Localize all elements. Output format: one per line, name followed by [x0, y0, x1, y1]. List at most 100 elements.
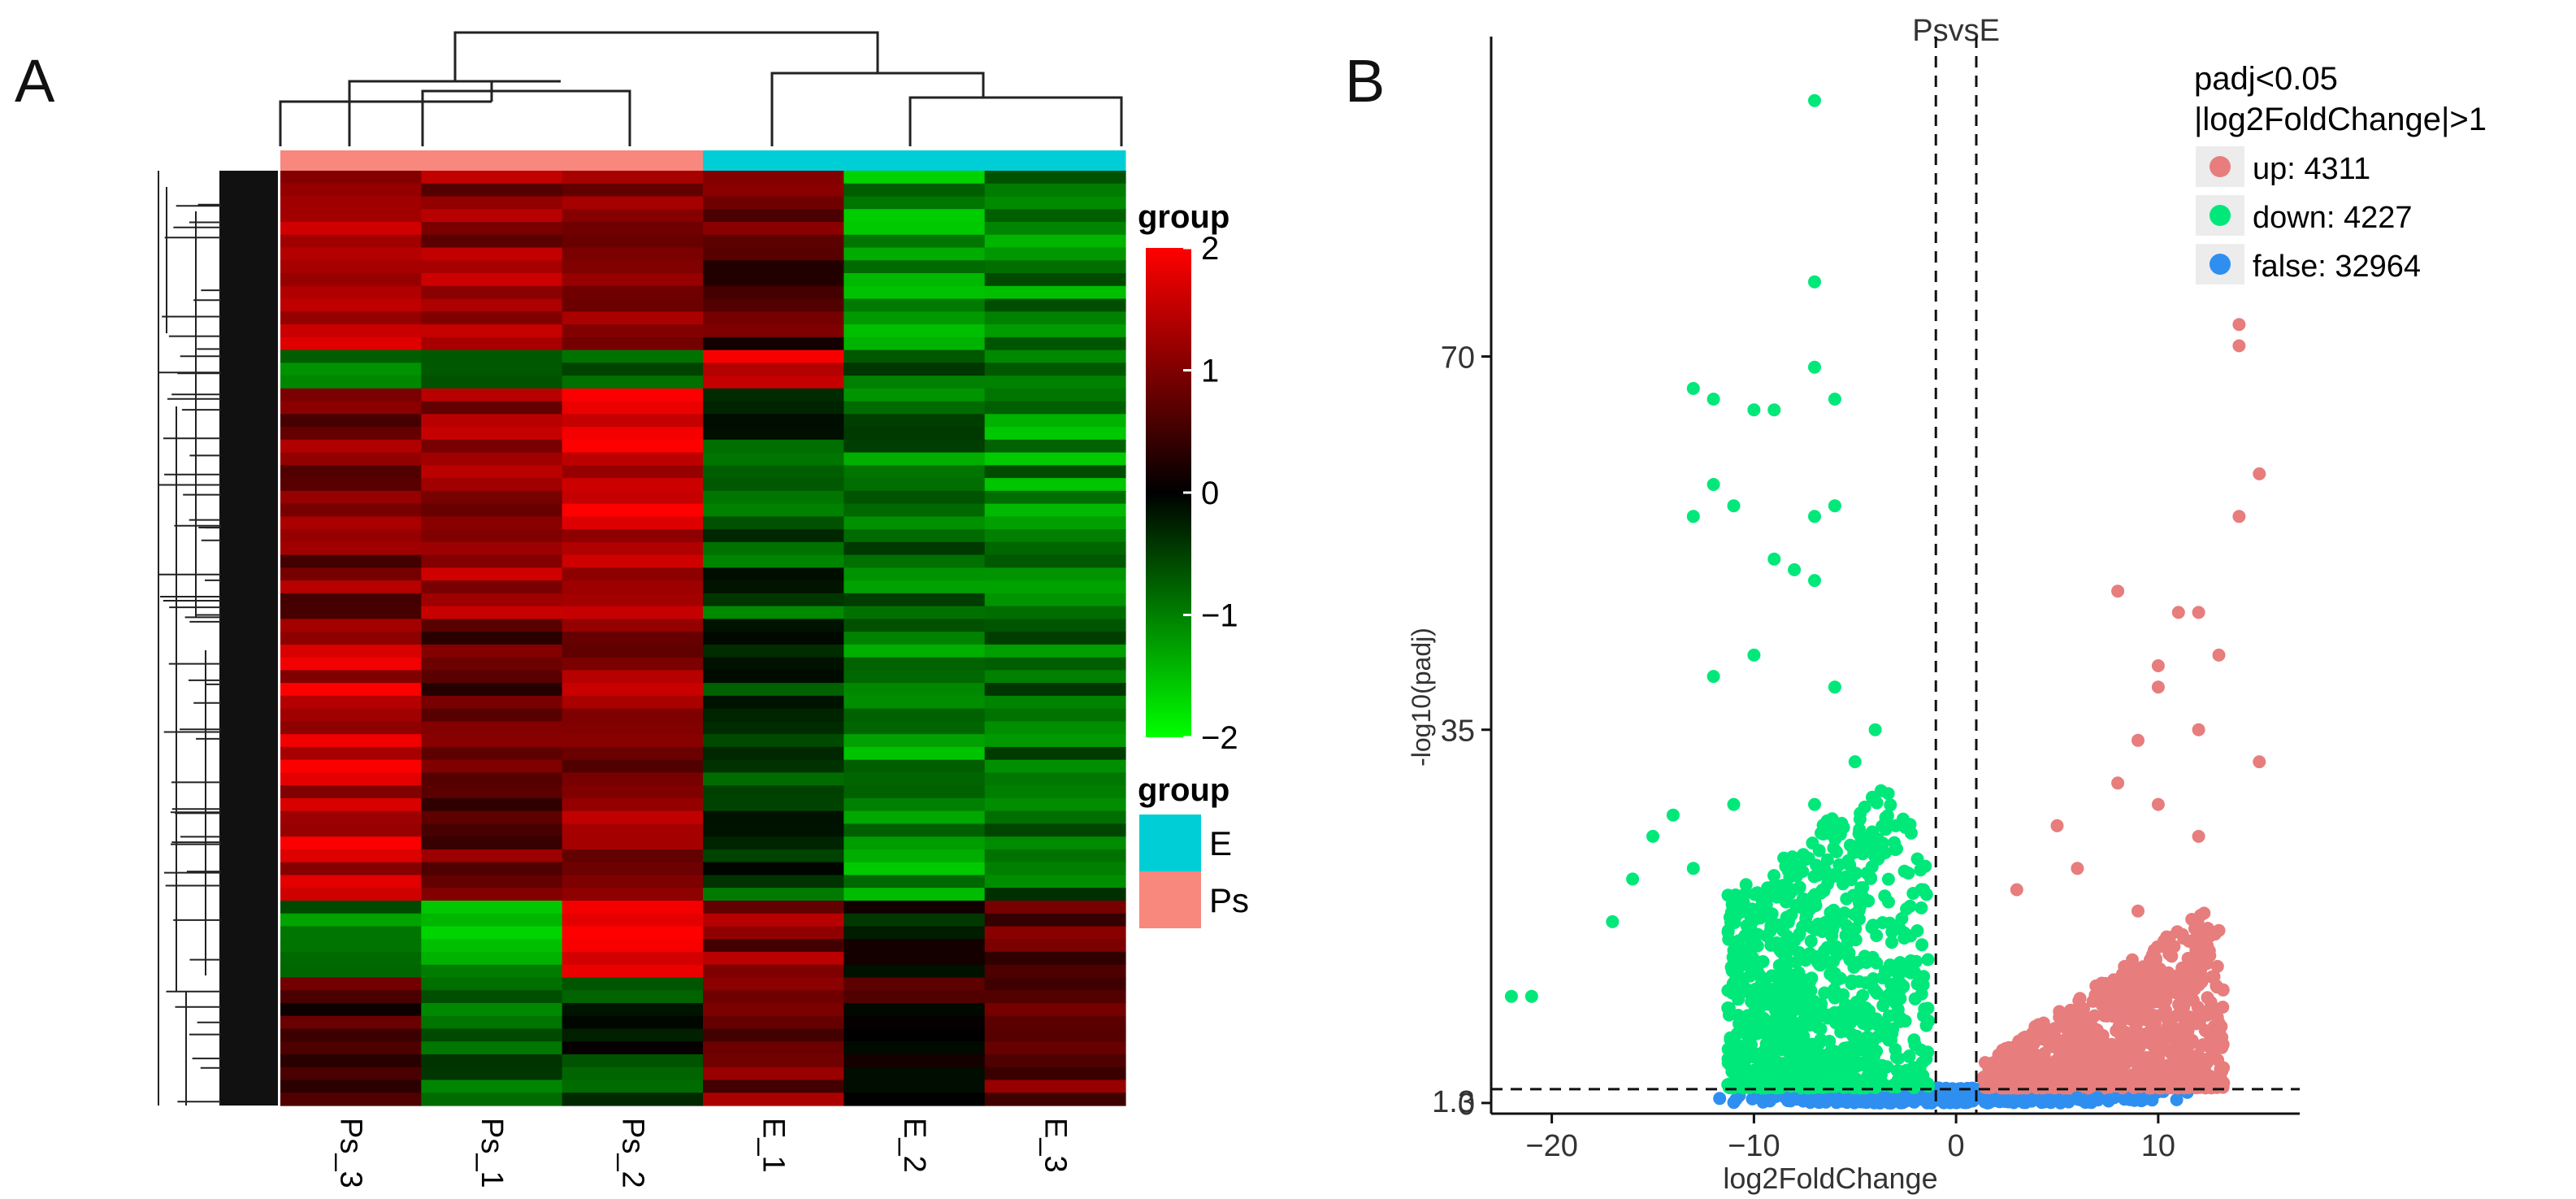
heatmap-cell: [843, 632, 986, 645]
heatmap-cell: [421, 567, 563, 581]
heatmap-cell: [562, 234, 704, 249]
heatmap-cell: [843, 311, 986, 325]
heatmap-cell: [562, 926, 704, 940]
point-down: [1921, 1077, 1935, 1091]
point-down: [1749, 996, 1763, 1010]
heatmap-cell: [562, 183, 704, 198]
heatmap-cell: [421, 414, 563, 428]
point-down: [1776, 1057, 1790, 1071]
heatmap-cell: [421, 619, 563, 632]
heatmap-cell: [984, 939, 1126, 953]
heatmap-cell: [562, 810, 704, 825]
point-false: [2091, 1091, 2105, 1105]
heatmap-cell: [562, 900, 704, 914]
point-down: [1841, 854, 1855, 867]
heatmap-cell: [421, 810, 563, 825]
heatmap-cell: [984, 849, 1126, 863]
point-down: [1882, 988, 1896, 1001]
heatmap-cell: [703, 171, 844, 185]
heatmap-cell: [562, 1067, 704, 1081]
heatmap-cell: [421, 1053, 563, 1068]
point-down: [1869, 984, 1883, 998]
heatmap-cell: [421, 209, 563, 223]
heatmap-cell: [703, 785, 844, 799]
volcano-title: PsvsE: [1912, 14, 2000, 48]
group-legend-swatch-e: [1139, 815, 1201, 871]
point-down: [1788, 1076, 1802, 1090]
heatmap-cell: [843, 1041, 986, 1055]
heatmap-cell: [984, 964, 1126, 979]
point-down: [1853, 812, 1867, 826]
point-up: [1989, 1073, 2003, 1087]
heatmap-cell: [562, 1080, 704, 1093]
volcano-legend-header-2: |log2FoldChange|>1: [2194, 102, 2487, 137]
point-up: [2071, 1037, 2085, 1050]
heatmap-cell: [703, 388, 844, 402]
heatmap-cell: [280, 311, 422, 325]
point-down: [1740, 919, 1754, 932]
point-down: [1916, 978, 1930, 992]
point-false: [1946, 1084, 1960, 1097]
point-up: [2210, 959, 2224, 973]
group-bar-cell: [280, 150, 422, 173]
point-down: [1878, 889, 1892, 903]
point-down: [1902, 867, 1915, 880]
point-down: [1843, 838, 1857, 852]
heatmap-cell: [280, 695, 422, 710]
heatmap-cell: [421, 606, 563, 619]
volcano-plot: −20 −10 0 10 0 35 70 1.3 log2FoldChange -log10(pa…: [1407, 14, 2300, 1195]
legend-key-false-dot: [2210, 254, 2231, 275]
heatmap-cell: [280, 1015, 422, 1030]
heatmap-cell: [843, 452, 986, 466]
scale-tick-label: 2: [1201, 231, 1219, 267]
heatmap-cell: [421, 234, 563, 249]
heatmap-cell: [843, 772, 986, 786]
point-down: [1743, 969, 1757, 983]
point-up: [2152, 1052, 2166, 1066]
heatmap-cell: [984, 209, 1126, 223]
heatmap-cell: [843, 1053, 986, 1068]
heatmap-cell: [843, 913, 986, 927]
heatmap-cell: [562, 785, 704, 799]
heatmap-cell: [421, 503, 563, 517]
point-down: [1858, 893, 1871, 906]
point-down: [1646, 829, 1659, 843]
heatmap-cell: [280, 913, 422, 927]
heatmap-cell: [421, 926, 563, 940]
heatmap-cell: [843, 1080, 986, 1093]
point-up: [2036, 1017, 2050, 1031]
volcano-legend-header-1: padj<0.05: [2194, 61, 2338, 97]
heatmap-cell: [703, 465, 844, 479]
heatmap-cell: [703, 900, 844, 914]
heatmap-cell: [984, 196, 1126, 210]
point-up: [2050, 819, 2064, 832]
heatmap-cell: [421, 708, 563, 722]
point-up: [2200, 1056, 2214, 1070]
point-up: [2253, 467, 2266, 480]
heatmap-cell: [421, 875, 563, 888]
column-label: E_3: [1038, 1118, 1072, 1173]
point-up: [2171, 606, 2185, 619]
heatmap-cell: [703, 797, 844, 812]
point-up: [2137, 979, 2151, 993]
point-up: [2215, 1064, 2229, 1078]
heatmap-cell: [984, 913, 1126, 927]
point-down: [1848, 907, 1861, 921]
heatmap-cell: [421, 836, 563, 850]
point-up: [2050, 1066, 2064, 1080]
heatmap-cell: [280, 298, 422, 312]
point-down: [1504, 989, 1518, 1003]
point-up: [2118, 1068, 2131, 1082]
heatmap-cell: [280, 247, 422, 261]
heatmap-cell: [843, 285, 986, 300]
heatmap-cell: [703, 247, 844, 261]
point-down: [1771, 918, 1785, 932]
heatmap-cell: [421, 337, 563, 351]
heatmap-cell: [984, 977, 1126, 991]
point-down: [1899, 1076, 1913, 1090]
point-down: [1804, 934, 1818, 948]
point-down: [1767, 403, 1781, 417]
heatmap-cell: [703, 759, 844, 774]
point-down: [1849, 922, 1863, 936]
heatmap-cell: [984, 683, 1126, 697]
